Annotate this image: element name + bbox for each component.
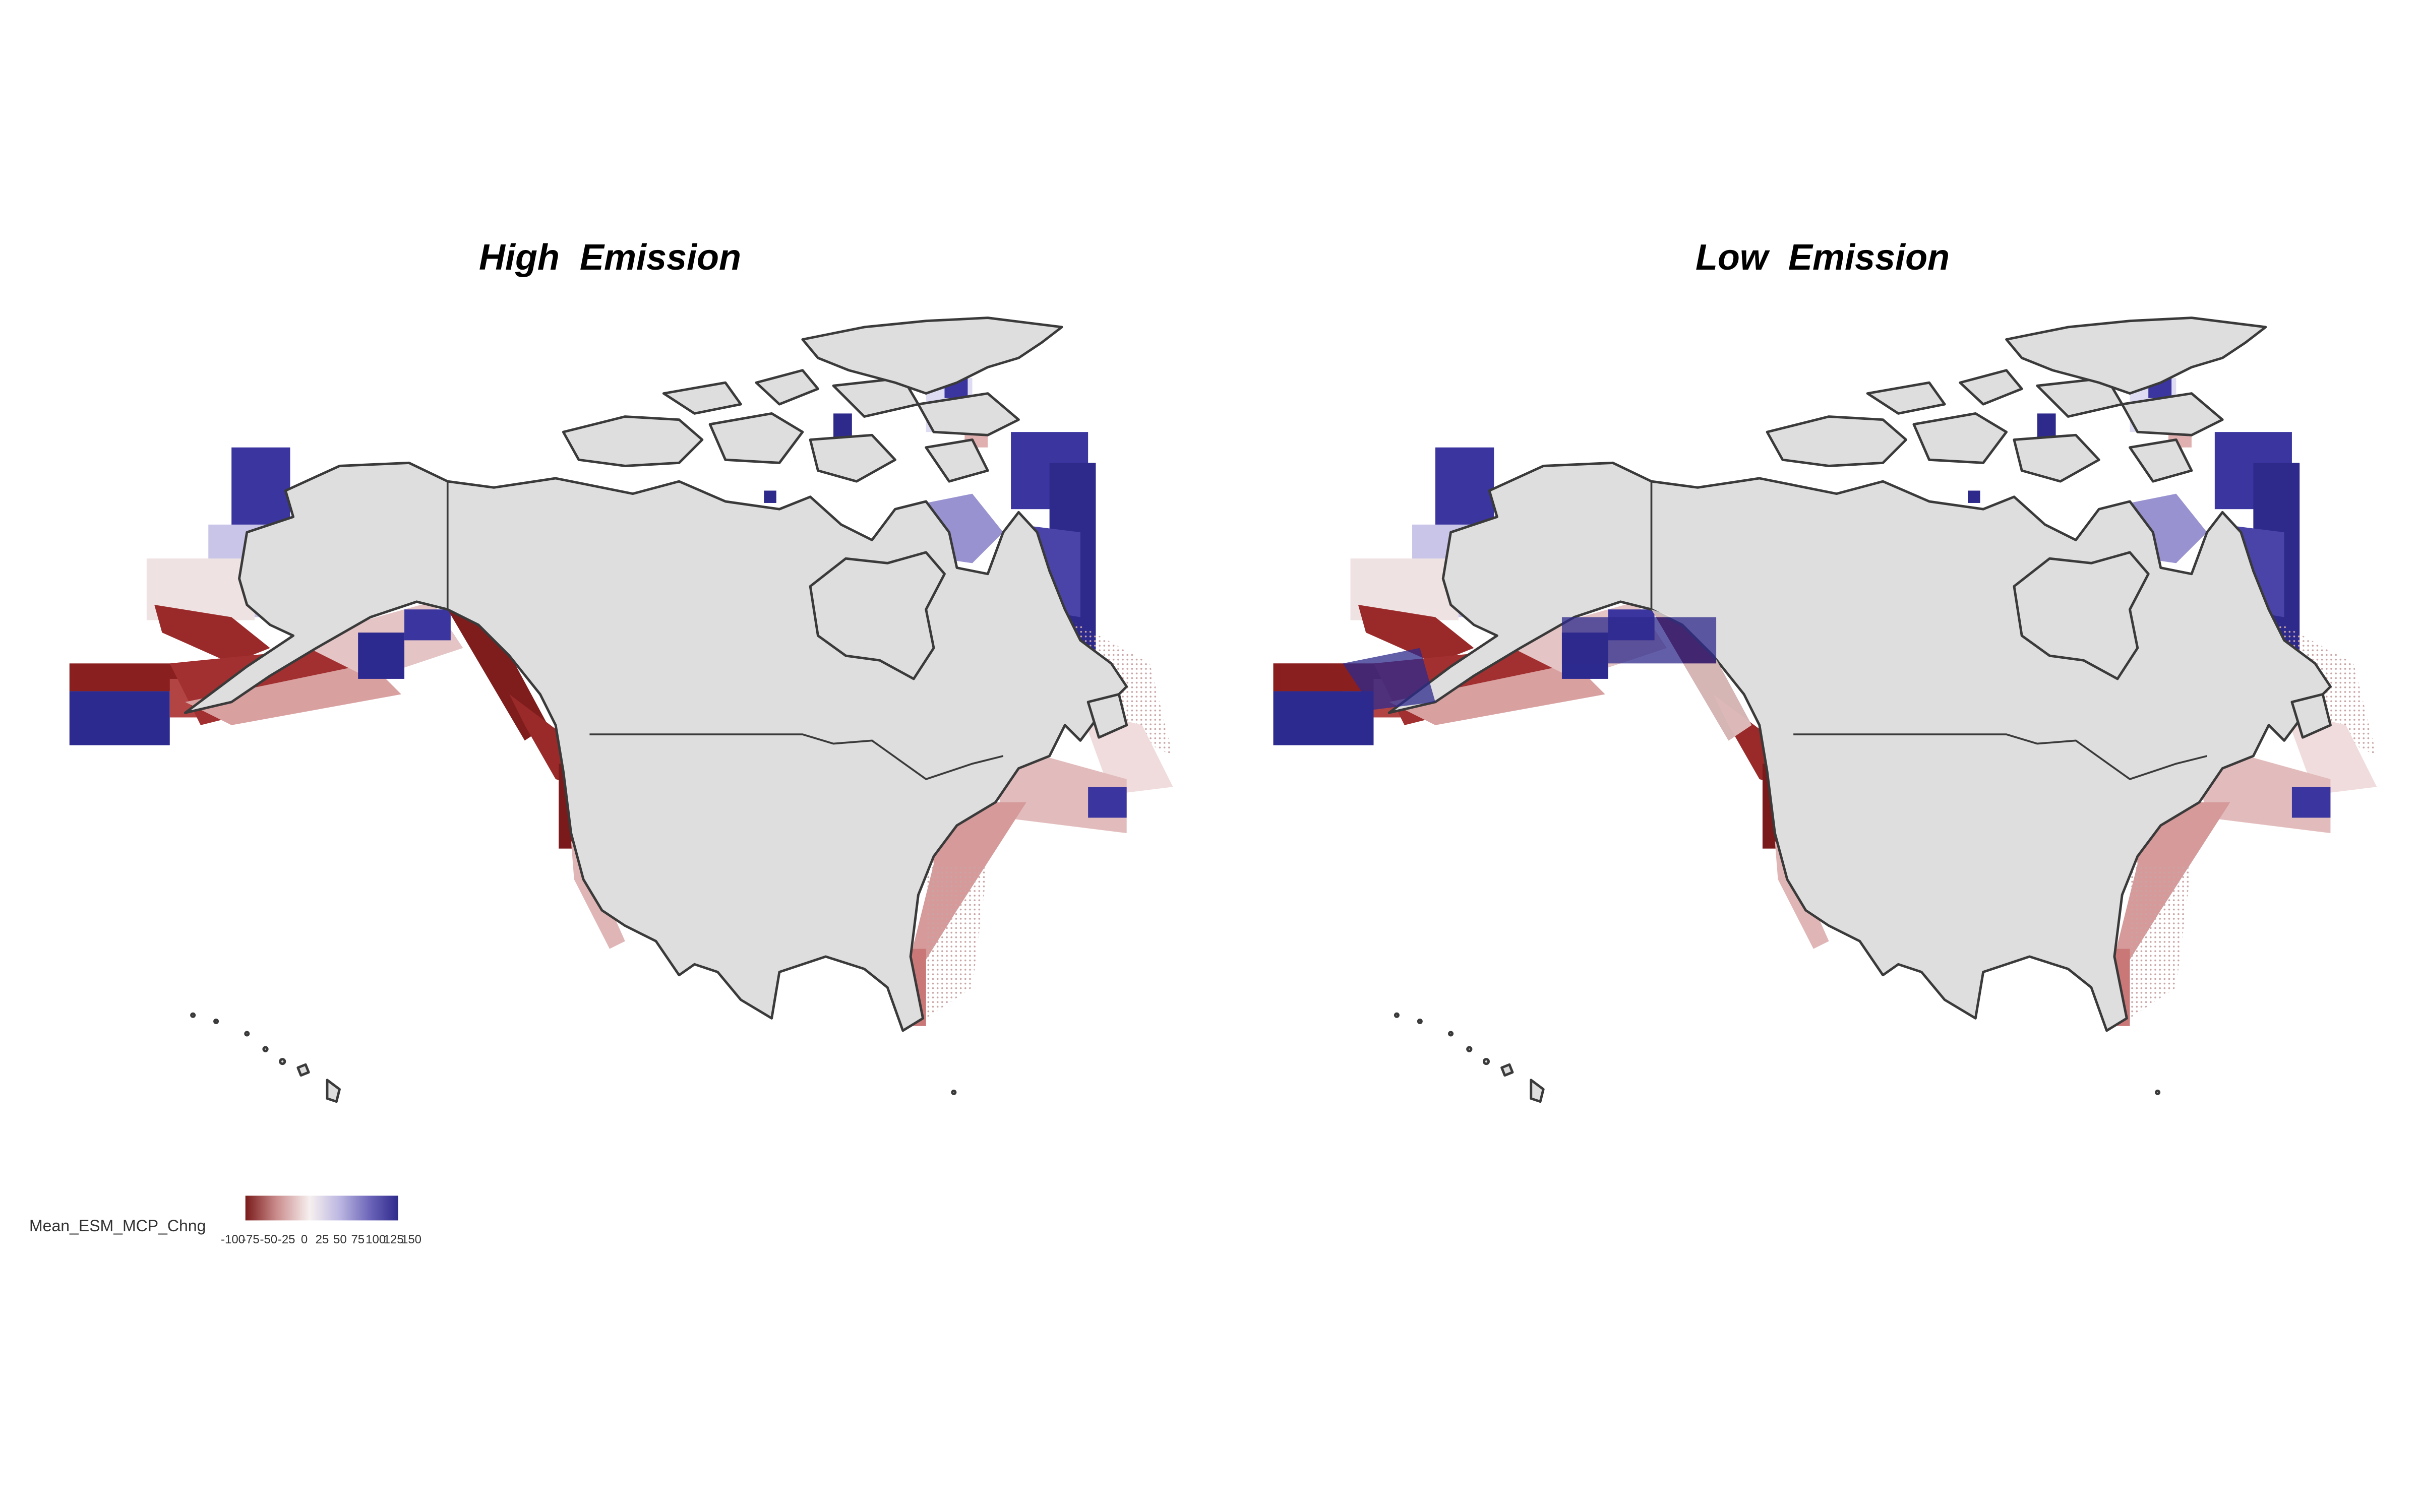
legend-tick: -100 <box>220 1233 246 1246</box>
legend-colorbar <box>245 1195 398 1221</box>
map-panel-high <box>70 318 1173 1102</box>
legend-tick: -75 <box>242 1233 260 1246</box>
legend-tick: 125 <box>383 1233 404 1246</box>
panel-title-high: High Emission <box>478 237 742 278</box>
legend-tick: 0 <box>300 1233 308 1246</box>
legend-tick: -25 <box>277 1233 295 1246</box>
panel-title-low: Low Emission <box>1695 237 1950 278</box>
map-panel-low <box>1274 318 2377 1102</box>
legend-tick: 75 <box>351 1233 365 1246</box>
low-emission-adjustments <box>1273 609 1752 741</box>
legend-tick: 150 <box>401 1233 422 1246</box>
legend-tick-labels: -100 -75 -50 -25 0 25 50 75 100 125 150 <box>221 1233 421 1251</box>
legend <box>245 1195 398 1221</box>
legend-tick: -50 <box>260 1233 278 1246</box>
legend-tick: 100 <box>366 1233 386 1246</box>
legend-tick: 50 <box>333 1233 347 1246</box>
legend-tick: 25 <box>315 1233 329 1246</box>
legend-title: Mean_ESM_MCP_Chng <box>29 1217 206 1235</box>
